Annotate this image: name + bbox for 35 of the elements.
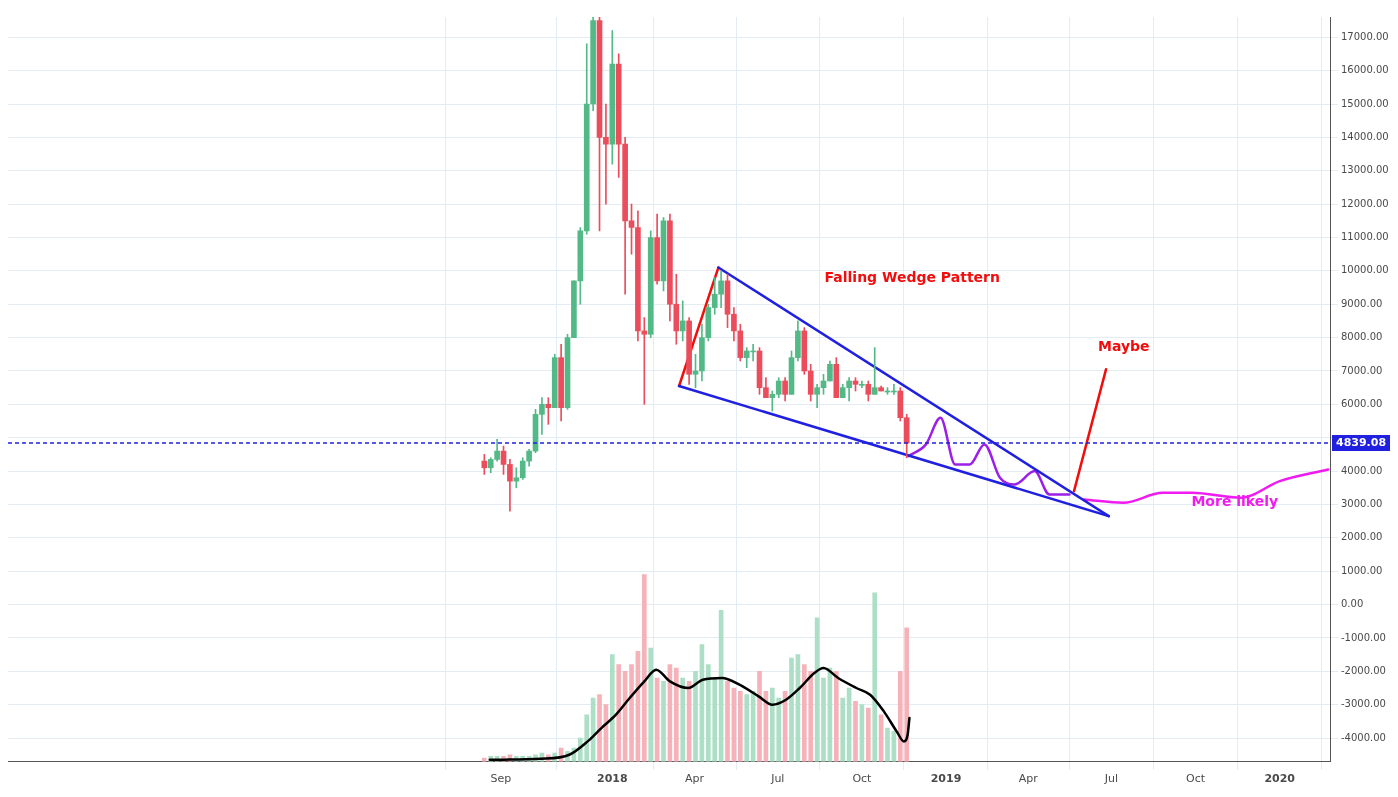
y-tick-label: -4000.00 bbox=[1341, 731, 1386, 743]
x-tick-label: 2020 bbox=[1264, 772, 1296, 786]
y-tick-label: 17000.00 bbox=[1341, 30, 1389, 42]
y-tick-label: 9000.00 bbox=[1341, 297, 1383, 309]
y-tick-label: 13000.00 bbox=[1341, 164, 1389, 176]
y-tick-label: 2000.00 bbox=[1341, 531, 1383, 543]
x-tick-label: Sep bbox=[490, 772, 512, 786]
y-tick-label: 8000.00 bbox=[1341, 331, 1383, 343]
y-tick-label: 4000.00 bbox=[1341, 464, 1383, 476]
y-tick-label: 1000.00 bbox=[1341, 564, 1383, 576]
x-tick-label: Jul bbox=[1103, 772, 1119, 786]
y-tick-label: 16000.00 bbox=[1341, 64, 1389, 76]
y-tick-label: -1000.00 bbox=[1341, 631, 1386, 643]
ref-line-label: 4839.08 bbox=[1336, 435, 1387, 449]
y-tick-label: 6000.00 bbox=[1341, 397, 1383, 409]
x-tick-label: 2018 bbox=[597, 772, 628, 786]
y-tick-label: 11000.00 bbox=[1341, 231, 1389, 243]
x-tick-label: Oct bbox=[1186, 772, 1206, 786]
y-tick-label: 14000.00 bbox=[1341, 130, 1389, 142]
annotation: Falling Wedge Pattern bbox=[824, 269, 1000, 286]
y-tick-label: 10000.00 bbox=[1341, 264, 1389, 276]
y-tick-label: 7000.00 bbox=[1341, 364, 1383, 376]
x-tick-label: Oct bbox=[852, 772, 873, 786]
x-tick-label: Apr bbox=[1018, 772, 1039, 786]
y-tick-label: -3000.00 bbox=[1341, 698, 1386, 710]
x-tick-label: Jul bbox=[770, 772, 785, 786]
annotation: Maybe bbox=[1097, 338, 1150, 355]
annotation: More likely bbox=[1191, 493, 1279, 510]
y-tick-label: 15000.00 bbox=[1341, 97, 1389, 109]
y-tick-label: 12000.00 bbox=[1341, 197, 1389, 209]
y-tick-label: 0.00 bbox=[1341, 598, 1364, 610]
x-tick-label: Apr bbox=[685, 772, 705, 786]
y-tick-label: 3000.00 bbox=[1341, 498, 1383, 510]
y-tick-label: -2000.00 bbox=[1341, 664, 1386, 676]
x-tick-label: 2019 bbox=[930, 772, 962, 786]
